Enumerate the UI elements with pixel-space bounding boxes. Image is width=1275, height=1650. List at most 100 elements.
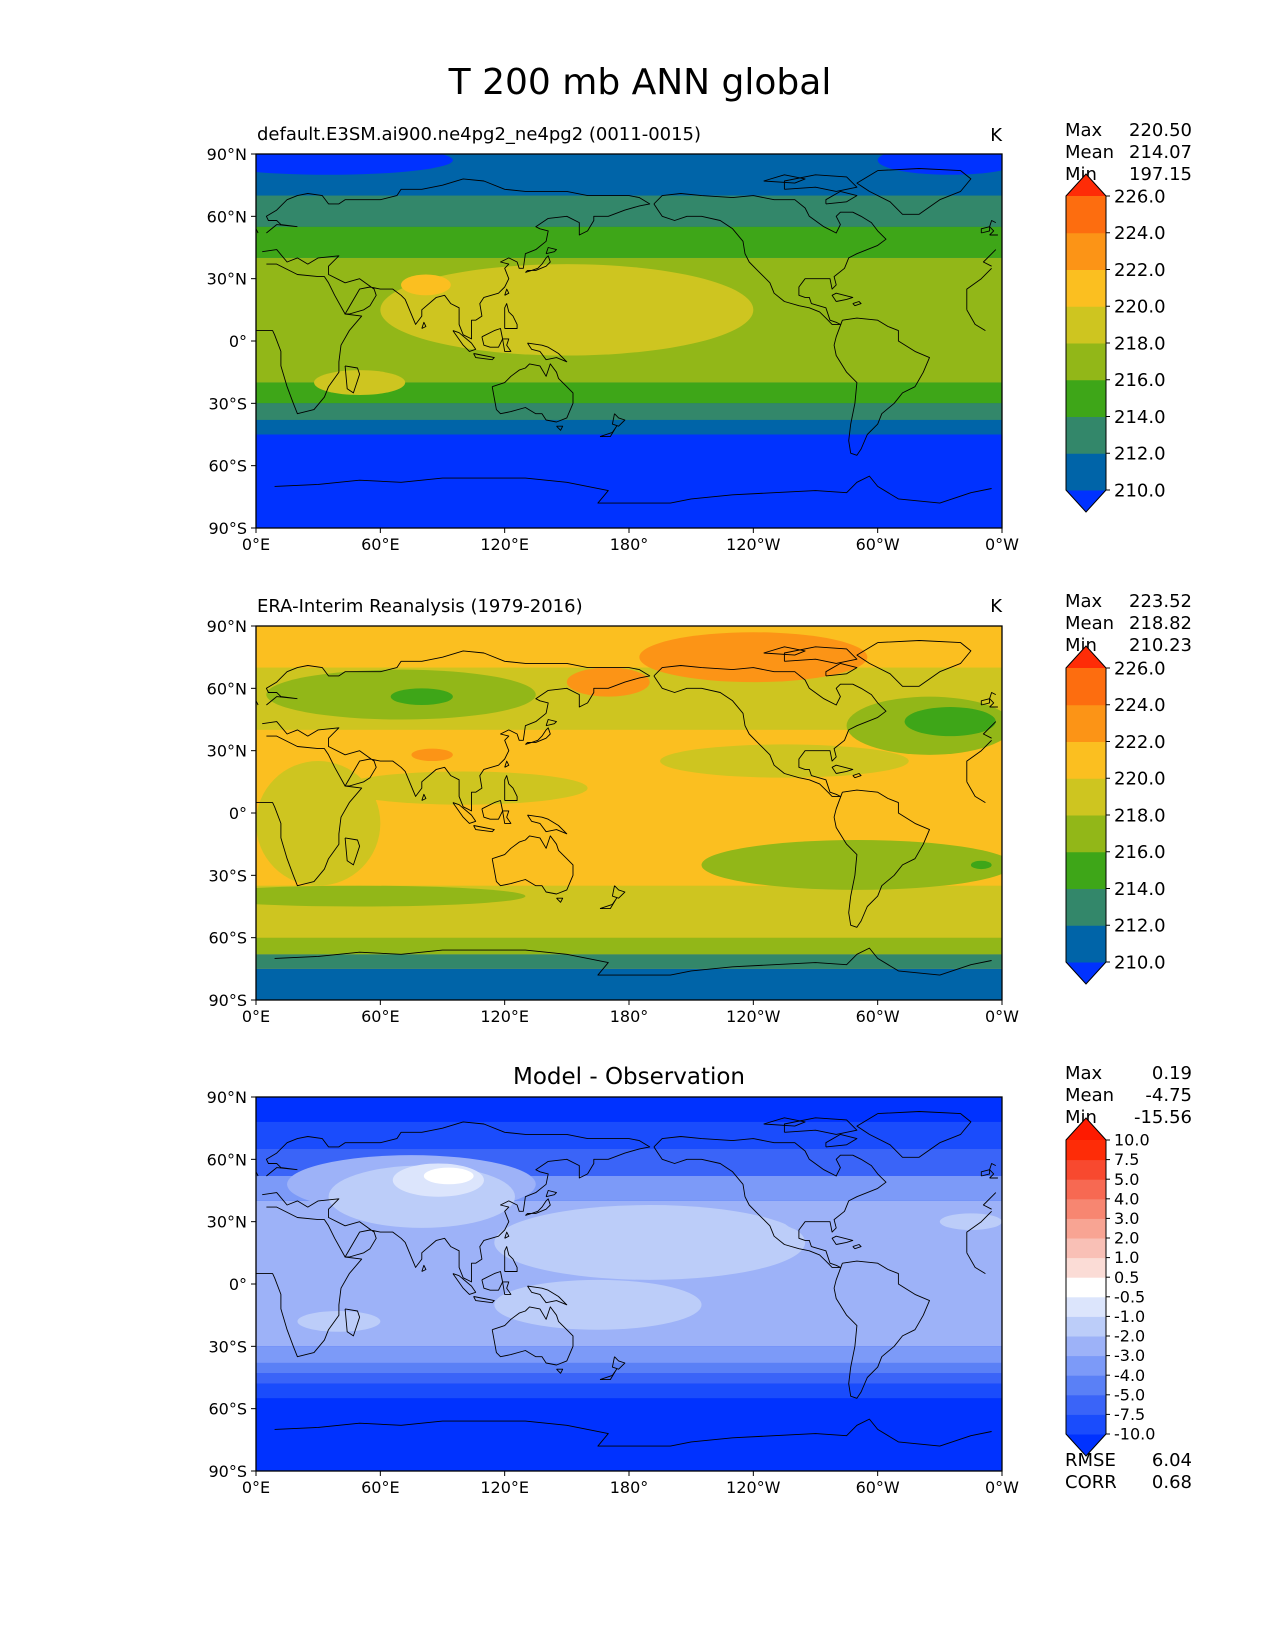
colorbar-segment [1066,306,1106,344]
colorbar-tick-label: -0.5 [1114,1287,1145,1306]
coastline [831,292,854,302]
coastline [653,665,887,797]
y-tick-label: 0° [229,1275,247,1294]
coastlines-difference [256,1111,998,1447]
colorbar-segment [1066,741,1106,779]
colorbar-tick-label: 216.0 [1114,842,1166,863]
contour-region [338,771,588,805]
colorbar-model: 210.0 212.0 214.0 216.0 218.0 220.0 222.0 224.0… [1065,173,1166,513]
coastline [527,814,568,835]
axis-ticks-reference: 0°E 60°E 120°E 180° 120°W 60°W 0°W 90°N 60°N 30°N… [207,617,1020,1026]
coastline [452,330,477,352]
coastline [763,646,806,656]
colorbar-segment [1066,1277,1106,1298]
colorbar-tick-label: -3.0 [1114,1346,1145,1365]
stat-mean-value: -4.75 [1145,1085,1192,1106]
coastline [525,727,551,745]
coastline [344,365,361,394]
coastline [504,303,518,329]
coastline [852,1244,862,1250]
stat-mean-label: Mean [1065,142,1114,163]
x-tick-label: 60°W [856,1007,900,1026]
colorbar-tick-label: 212.0 [1114,444,1166,465]
colorbar-tick-label: -7.5 [1114,1405,1145,1424]
map-reference [256,626,1002,1000]
x-tick-label: 120°E [480,535,529,554]
x-tick-label: 60°W [856,1478,900,1497]
contour-region [314,370,406,396]
coastline [452,802,477,824]
colorbar-extend-max [1066,1118,1106,1140]
colorbar-difference: -10.0-7.5-5.0-4.0-3.0-2.0-1.0-0.50.51.02… [1065,1117,1155,1457]
colorbar-segment [1066,1238,1106,1259]
colorbar-tick-label: 4.0 [1114,1189,1139,1208]
y-tick-label: 0° [229,332,247,351]
contour-band [256,968,1002,1000]
y-tick-label: 30°N [207,1213,247,1232]
x-tick-label: 0°W [985,1007,1019,1026]
y-tick-label: 60°S [208,929,247,948]
x-tick-label: 0°E [242,535,270,554]
coastline [545,247,557,255]
coastline [527,342,568,363]
colorbar-segment [1066,343,1106,381]
x-tick-label: 180° [610,535,649,554]
y-tick-label: 90°N [207,1088,247,1107]
colorbar-tick-label: -4.0 [1114,1366,1145,1385]
contour-region [639,632,868,683]
colorbar-segment [1066,379,1106,417]
colorbar-tick-label: 2.0 [1114,1229,1139,1248]
x-tick-label: 120°W [726,1478,781,1497]
contour-region [904,707,996,737]
map-model [256,154,1002,528]
rmse-corr: RMSE 6.04 CORR 0.68 [1065,1450,1192,1493]
colorbar-tick-label: 222.0 [1114,260,1166,281]
coastline [452,1273,477,1295]
coastline [852,301,862,307]
coastline [421,321,427,329]
y-tick-label: 90°S [208,519,247,538]
contour-region [423,1167,474,1185]
coastline [599,897,618,910]
stat-mean-label: Mean [1065,1085,1114,1106]
y-tick-label: 60°N [207,1150,247,1169]
coastline [527,1285,568,1306]
contour-region [401,274,451,296]
contour-region [256,761,381,886]
coastline [980,1169,991,1177]
panel-model-title: default.E3SM.ai900.ne4pg2_ne4pg2 (0011-0… [257,124,701,145]
contour-band [256,954,1002,969]
contour-band [256,1097,1002,1122]
stat-min-value: 197.15 [1129,164,1192,185]
colorbar-extend-min [1066,490,1106,512]
coastline [653,1136,887,1268]
coastline [256,735,992,887]
contour-region [877,154,1002,175]
coastlines-model [256,168,998,504]
map-difference [256,1097,1002,1471]
colorbar-tick-label: -1.0 [1114,1307,1145,1326]
stat-mean-value: 218.82 [1129,613,1192,634]
axis-ticks-difference: 0°E 60°E 120°E 180° 120°W 60°W 0°W 90°N 60°N 30°N… [207,1088,1020,1497]
contour-band [256,195,1002,227]
x-tick-label: 120°E [480,1007,529,1026]
colorbar-segment [1066,232,1106,270]
colorbar-tick-label: 212.0 [1114,916,1166,937]
coastline [980,226,991,234]
coastline [344,837,361,866]
colorbar-tick-label: 216.0 [1114,370,1166,391]
colorbar-tick-label: -5.0 [1114,1385,1145,1404]
contour-band [256,1121,1002,1149]
colorbar-tick-label: 214.0 [1114,407,1166,428]
y-tick-label: 60°N [207,679,247,698]
contour-region [411,748,453,762]
coastline [833,789,930,928]
colorbar-tick-label: 218.0 [1114,805,1166,826]
y-tick-label: 30°S [208,866,247,885]
stat-max-value: 220.50 [1129,120,1192,141]
y-tick-label: 90°N [207,617,247,636]
coastline [833,1260,930,1399]
coastline [783,646,858,664]
colorbar-segment [1066,888,1106,926]
coastline [545,1190,557,1198]
